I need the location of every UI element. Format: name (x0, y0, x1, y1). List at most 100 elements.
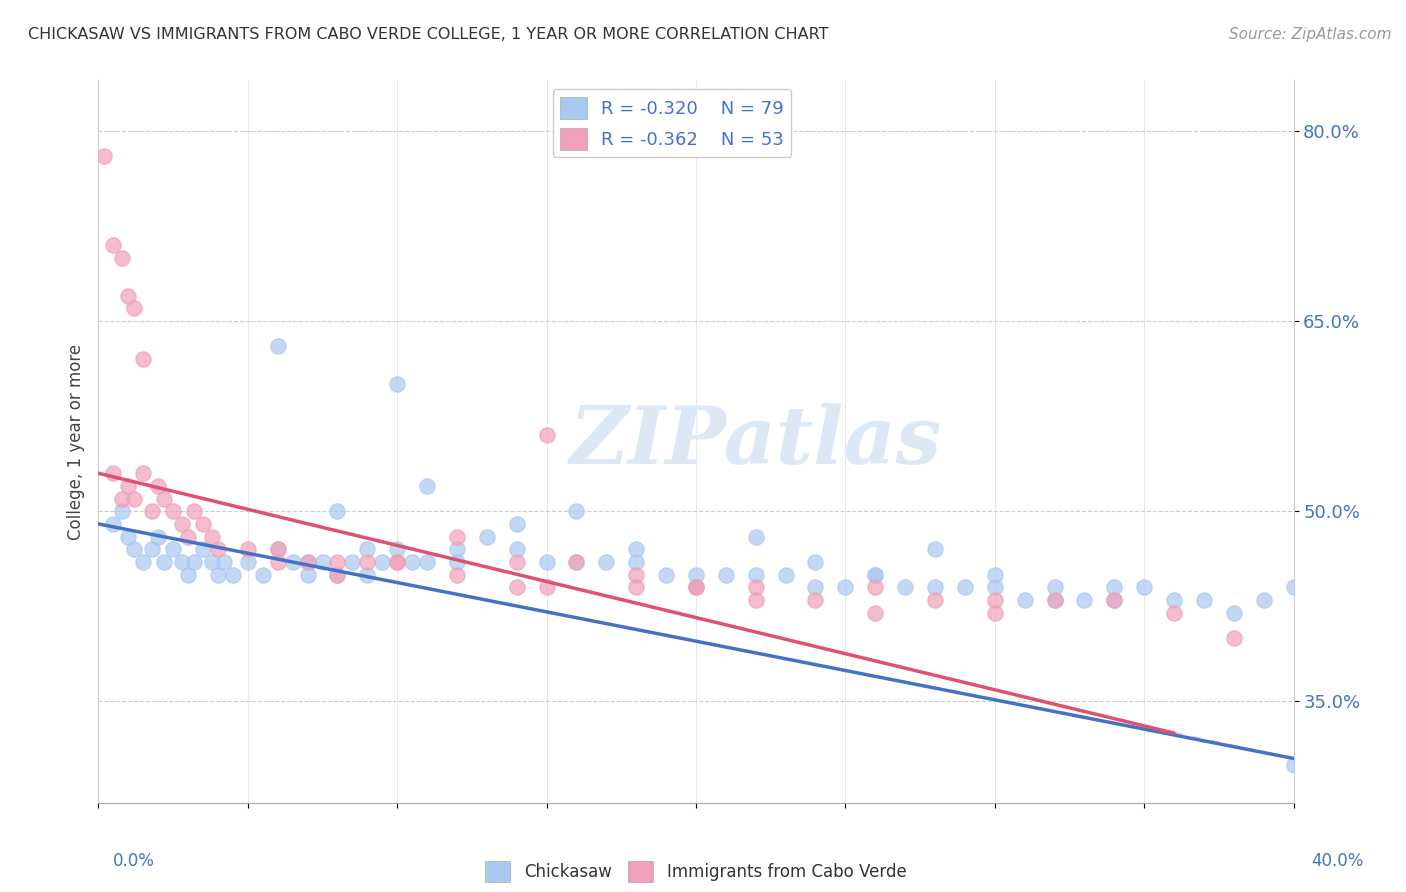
Point (1223, 606, 1246, 620)
Point (117, 530, 139, 544)
Point (267, 555, 290, 569)
Point (172, 555, 194, 569)
Point (416, 479, 439, 493)
Point (416, 555, 439, 569)
Point (326, 555, 349, 569)
Point (207, 567, 229, 582)
Point (506, 516, 529, 531)
Point (124, 301, 146, 316)
Point (132, 555, 155, 569)
Point (1282, 580, 1305, 594)
Point (311, 555, 333, 569)
Point (201, 530, 224, 544)
Point (1043, 593, 1066, 607)
Point (506, 580, 529, 594)
Point (326, 504, 349, 518)
Point (506, 542, 529, 557)
Point (111, 504, 134, 518)
Point (191, 542, 214, 557)
Point (103, 238, 125, 252)
Point (446, 555, 468, 569)
Point (804, 555, 827, 569)
Point (385, 555, 409, 569)
Point (297, 555, 319, 569)
Point (804, 580, 827, 594)
Point (984, 606, 1007, 620)
Point (894, 580, 917, 594)
Point (356, 542, 378, 557)
Point (865, 567, 887, 582)
Point (1223, 631, 1246, 645)
Point (401, 555, 423, 569)
Point (953, 580, 976, 594)
Point (177, 530, 200, 544)
Point (183, 555, 205, 569)
Point (626, 555, 648, 569)
Point (162, 542, 184, 557)
Text: 40.0%: 40.0% (1312, 852, 1364, 870)
Point (1163, 593, 1185, 607)
Point (536, 580, 558, 594)
Point (446, 567, 468, 582)
Text: 0.0%: 0.0% (112, 852, 155, 870)
Point (626, 542, 648, 557)
Point (745, 580, 768, 594)
Point (124, 491, 146, 506)
Point (1104, 593, 1126, 607)
Point (342, 555, 364, 569)
Point (385, 377, 409, 392)
Point (595, 555, 617, 569)
Point (162, 504, 184, 518)
Point (1014, 593, 1036, 607)
Point (103, 467, 125, 481)
Point (222, 567, 245, 582)
Point (924, 542, 946, 557)
Point (865, 580, 887, 594)
Point (475, 530, 498, 544)
Point (207, 542, 229, 557)
Point (685, 567, 707, 582)
Point (267, 542, 290, 557)
Point (565, 504, 588, 518)
Point (1133, 580, 1156, 594)
Point (714, 567, 737, 582)
Point (103, 516, 125, 531)
Point (1043, 593, 1066, 607)
Point (297, 567, 319, 582)
Point (565, 555, 588, 569)
Point (685, 580, 707, 594)
Point (267, 542, 290, 557)
Point (446, 530, 468, 544)
Point (93, 149, 115, 163)
Point (191, 516, 214, 531)
Point (356, 567, 378, 582)
Point (1163, 606, 1185, 620)
Point (111, 251, 134, 265)
Point (745, 530, 768, 544)
Point (297, 555, 319, 569)
Point (984, 567, 1007, 582)
Point (177, 567, 200, 582)
Point (172, 516, 194, 531)
Point (236, 555, 259, 569)
Point (1043, 580, 1066, 594)
Point (984, 593, 1007, 607)
Point (356, 555, 378, 569)
Point (117, 289, 139, 303)
Point (984, 580, 1007, 594)
Y-axis label: College, 1 year or more: College, 1 year or more (66, 343, 84, 540)
Point (326, 567, 349, 582)
Point (117, 479, 139, 493)
Point (141, 542, 163, 557)
Point (775, 567, 797, 582)
Point (385, 555, 409, 569)
Point (536, 428, 558, 442)
Point (626, 580, 648, 594)
Point (745, 567, 768, 582)
Point (1253, 593, 1275, 607)
Point (252, 567, 274, 582)
Point (565, 555, 588, 569)
Point (385, 542, 409, 557)
Point (124, 542, 146, 557)
Point (685, 580, 707, 594)
